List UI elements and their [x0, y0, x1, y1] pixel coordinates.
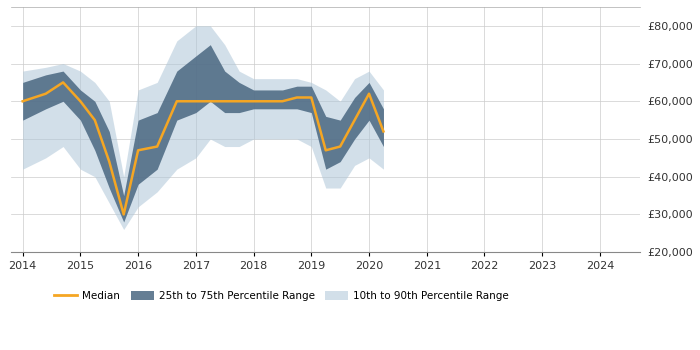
- Legend: Median, 25th to 75th Percentile Range, 10th to 90th Percentile Range: Median, 25th to 75th Percentile Range, 1…: [50, 287, 513, 305]
